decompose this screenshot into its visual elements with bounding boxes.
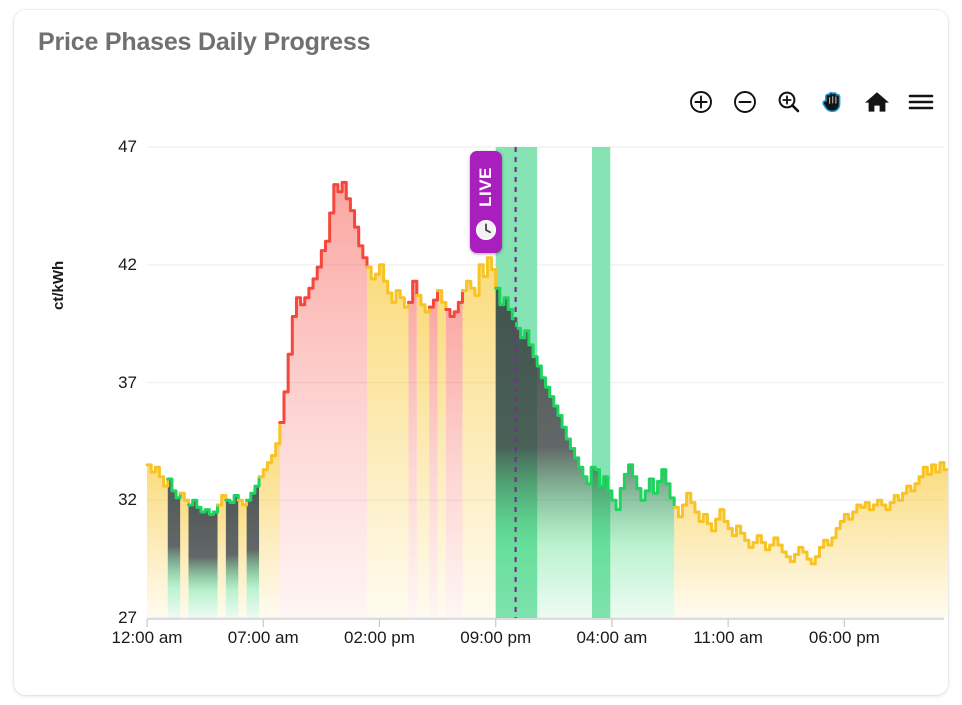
x-axis-tick: 12:00 am: [111, 628, 183, 647]
zoom-in-icon[interactable]: [682, 83, 720, 121]
menu-icon[interactable]: [902, 83, 940, 121]
page-title: Price Phases Daily Progress: [38, 28, 371, 56]
live-badge[interactable]: LIVE: [470, 151, 502, 253]
zoom-out-icon[interactable]: [726, 83, 764, 121]
y-axis-tick: 27: [118, 608, 137, 627]
price-chart[interactable]: [14, 10, 948, 695]
y-axis-tick: 32: [118, 490, 137, 510]
chart-card: Price Phases Daily Progress: [14, 10, 948, 695]
x-axis-tick: 06:00 pm: [808, 628, 880, 647]
y-axis-tick: 42: [118, 254, 137, 274]
box-zoom-icon[interactable]: [770, 83, 808, 121]
pan-hand-icon[interactable]: [814, 83, 852, 121]
home-reset-icon[interactable]: [858, 83, 896, 121]
y-axis-tick: 47: [118, 137, 137, 156]
chart-toolbar: [682, 83, 940, 121]
clock-icon: [475, 219, 497, 241]
x-axis-tick: 04:00 am: [576, 628, 648, 647]
x-axis-tick: 11:00 am: [693, 628, 763, 647]
x-axis-tick: 07:00 am: [227, 628, 299, 647]
live-badge-label: LIVE: [476, 167, 496, 207]
x-axis-tick: 02:00 pm: [344, 628, 415, 647]
y-axis-tick: 37: [118, 372, 137, 392]
x-axis-tick: 09:00 pm: [460, 628, 532, 647]
chart-plot-area[interactable]: ct/kWh 27 32 37 42 47 12:00 am 07:00 am 02:00 p…: [14, 10, 948, 695]
